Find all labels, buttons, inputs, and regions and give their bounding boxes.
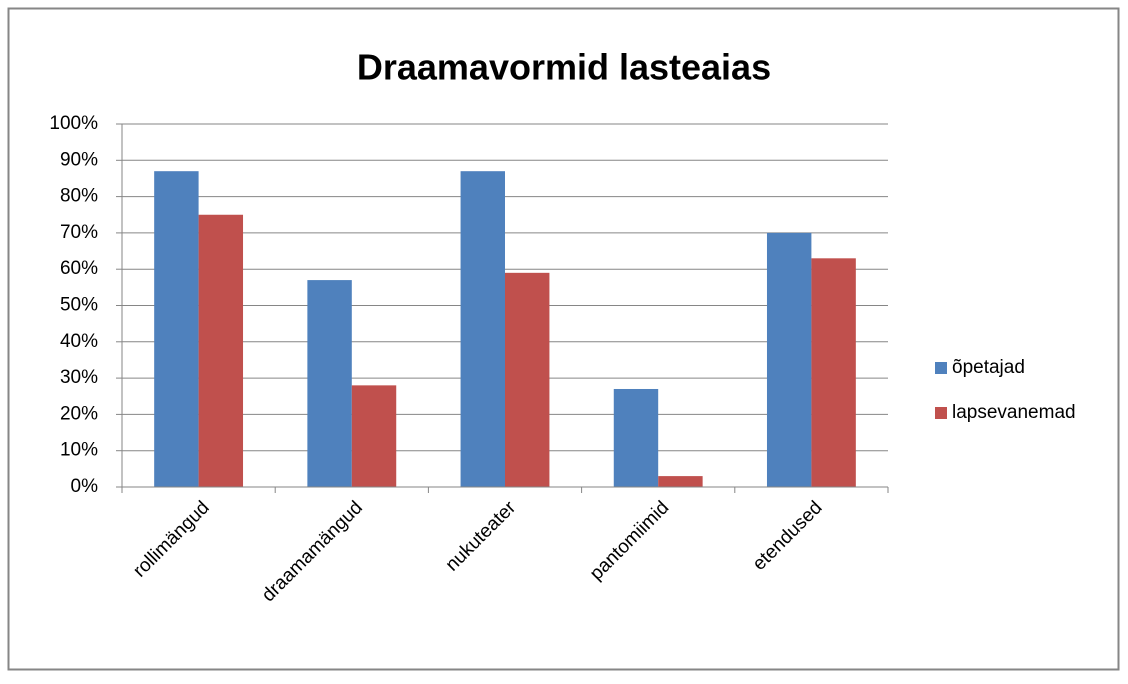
bar xyxy=(505,272,550,487)
bar xyxy=(351,385,397,487)
y-tick-label: 0% xyxy=(71,476,99,497)
legend-swatch xyxy=(935,407,947,419)
legend-swatch xyxy=(935,362,947,374)
y-tick-label: 20% xyxy=(60,403,98,424)
y-tick-label: 30% xyxy=(60,367,98,388)
y-tick-label: 90% xyxy=(60,149,98,170)
y-tick-label: 40% xyxy=(60,331,98,352)
y-tick-label: 100% xyxy=(49,113,98,134)
bar xyxy=(154,171,199,487)
bar xyxy=(811,258,856,487)
bar xyxy=(198,214,244,487)
bar xyxy=(307,280,352,487)
y-tick-label: 10% xyxy=(60,440,98,461)
y-tick-label: 80% xyxy=(60,186,98,207)
y-tick-label: 50% xyxy=(60,295,98,316)
y-tick-label: 70% xyxy=(60,222,98,243)
legend-label: lapsevanemad xyxy=(952,402,1076,423)
bar xyxy=(766,232,812,487)
bar xyxy=(658,476,703,487)
chart-title: Draamavormid lasteaias xyxy=(357,47,771,88)
legend-label: õpetajad xyxy=(952,357,1025,378)
y-tick-label: 60% xyxy=(60,258,98,279)
bar xyxy=(613,388,659,487)
bar xyxy=(460,171,505,487)
